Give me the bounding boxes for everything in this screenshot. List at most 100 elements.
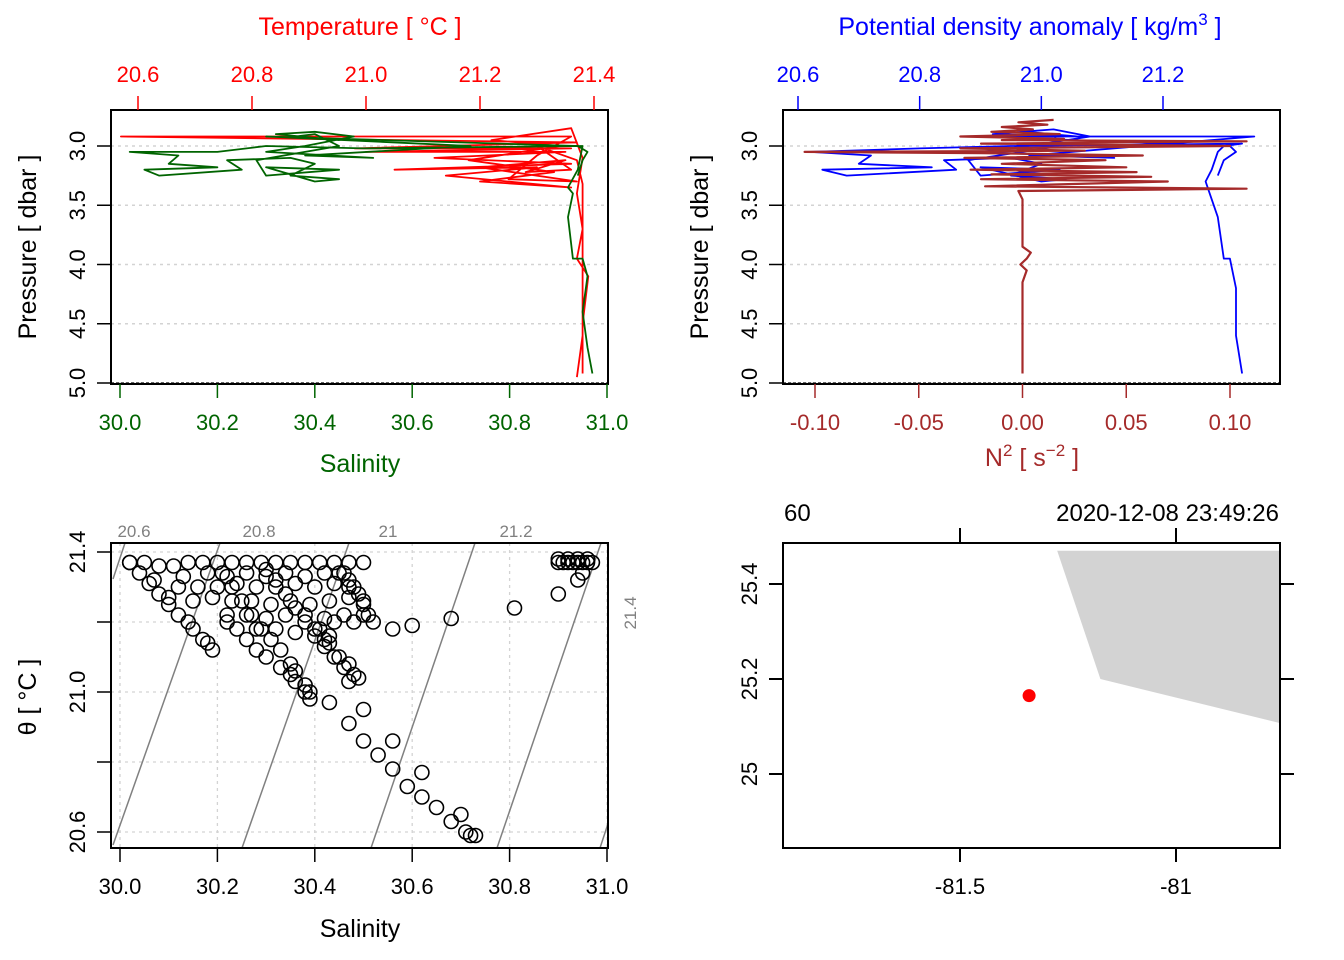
data-point xyxy=(550,551,567,567)
isopycnal-label: 20.6 xyxy=(117,522,150,541)
top-axis-ticks: 20.6 20.8 21.0 21.2 21.4 xyxy=(117,62,616,110)
bottom-tick-label: 0.05 xyxy=(1105,410,1148,435)
series-line-salinity xyxy=(128,130,594,374)
panel-salinity-temperature-profile: 3.0 3.5 4.0 4.5 5.0 20.6 20.8 21.0 21.2 21.4 30.… xyxy=(14,13,628,478)
data-point xyxy=(131,565,148,581)
y-tick-label: 5.0 xyxy=(65,368,90,399)
data-point xyxy=(311,621,328,637)
data-point xyxy=(370,747,386,763)
station-marker xyxy=(1022,689,1036,703)
land-area xyxy=(1057,550,1280,724)
isopycnal-line xyxy=(112,543,126,580)
bottom-axis-label-mid: [ s xyxy=(1012,444,1045,472)
plot-box xyxy=(110,109,609,385)
data-point xyxy=(360,607,377,623)
y-tick-label: 3.0 xyxy=(65,131,90,162)
data-point xyxy=(350,670,367,686)
data-point xyxy=(428,799,445,816)
data-point xyxy=(414,789,430,805)
y-tick-label: 25.4 xyxy=(737,563,762,606)
land-polygon xyxy=(1057,550,1280,724)
data-point xyxy=(170,607,187,623)
data-point xyxy=(199,635,216,651)
y-tick-label: 3.5 xyxy=(737,190,762,221)
data-point xyxy=(326,575,343,592)
data-point xyxy=(238,631,255,648)
station-number-label: 60 xyxy=(784,500,811,527)
data-point xyxy=(345,614,362,630)
bottom-tick-label: -0.10 xyxy=(790,410,840,435)
data-point xyxy=(336,659,352,676)
data-point xyxy=(180,554,196,571)
data-point xyxy=(248,579,265,595)
data-point xyxy=(224,593,240,609)
data-point xyxy=(574,565,591,581)
bottom-axis-label-text: N xyxy=(985,444,1003,472)
station-time-label: 2020-12-08 23:49:26 xyxy=(1056,500,1279,527)
x-tick-label: 30.6 xyxy=(391,874,434,899)
data-point xyxy=(263,631,279,648)
bottom-tick-label: 30.4 xyxy=(293,410,336,435)
panel-station-map: 25 25.2 25.4 -81.5 -81 60 2020-12-08 23:49:… xyxy=(737,500,1294,899)
y-tick-label: 5.0 xyxy=(737,368,762,399)
data-point xyxy=(209,579,226,595)
y-axis-label: θ [ °C ] xyxy=(14,659,42,736)
plot-box xyxy=(110,542,609,849)
data-point xyxy=(199,565,216,581)
data-point xyxy=(238,565,255,581)
y-axis-ticks: 20.6 21.0 21.4 xyxy=(65,531,111,853)
y-axis-ticks: 3.0 3.5 4.0 4.5 5.0 xyxy=(737,131,783,399)
bottom-axis-label-suffix: ] xyxy=(1065,444,1079,472)
data-point xyxy=(316,565,333,581)
y-axis-label: Pressure [ dbar ] xyxy=(686,155,714,340)
data-point xyxy=(404,617,421,634)
data-point xyxy=(297,677,313,693)
data-point xyxy=(243,593,260,609)
top-axis-ticks: 20.6 20.8 21.0 21.2 xyxy=(777,62,1184,110)
data-point xyxy=(316,631,333,648)
data-point xyxy=(443,813,460,830)
bottom-tick-label: -0.05 xyxy=(894,410,944,435)
data-point xyxy=(258,610,274,627)
bottom-tick-label: 30.8 xyxy=(488,410,531,435)
data-point xyxy=(160,589,177,606)
bottom-axis-label: Salinity xyxy=(320,450,401,478)
data-point xyxy=(560,551,576,567)
data-point xyxy=(297,607,313,623)
y-axis-label: Pressure [ dbar ] xyxy=(14,155,42,340)
data-point xyxy=(341,656,357,672)
bottom-axis-ticks: 30.0 30.2 30.4 30.6 30.8 31.0 xyxy=(99,384,628,435)
data-point xyxy=(384,761,401,777)
x-tick-label: 30.4 xyxy=(293,874,336,899)
y-tick-label: 21.4 xyxy=(65,531,90,574)
data-point xyxy=(467,827,484,844)
top-tick-label: 21.4 xyxy=(573,62,616,87)
data-point xyxy=(355,596,372,613)
data-point xyxy=(190,579,206,595)
series-lines xyxy=(120,127,594,378)
bottom-tick-label: 0.10 xyxy=(1209,410,1252,435)
top-tick-label: 20.8 xyxy=(898,62,941,87)
data-point xyxy=(326,649,343,665)
x-axis-ticks: 30.0 30.2 30.4 30.6 30.8 31.0 xyxy=(99,848,628,899)
data-point xyxy=(267,579,284,595)
data-point xyxy=(579,551,596,567)
plot-box xyxy=(782,542,1281,849)
data-point xyxy=(146,572,162,588)
data-point xyxy=(453,806,469,823)
x-tick-label: 30.0 xyxy=(99,874,142,899)
data-point xyxy=(224,554,240,571)
data-point xyxy=(316,638,333,655)
bottom-tick-label: 30.2 xyxy=(196,410,239,435)
data-point xyxy=(121,554,138,571)
data-point xyxy=(297,554,313,571)
data-point xyxy=(414,764,430,781)
data-point xyxy=(569,551,586,567)
data-point xyxy=(355,554,372,571)
panel-ts-diagram: 20.6 21.0 21.4 30.0 30.2 30.4 30.6 30.8 31.0 20… xyxy=(14,522,640,943)
isopycnal-label: 21.2 xyxy=(499,522,532,541)
bottom-tick-label: 30.0 xyxy=(99,410,142,435)
data-point xyxy=(277,607,294,623)
data-point xyxy=(151,558,167,574)
scatter-points xyxy=(121,551,601,844)
